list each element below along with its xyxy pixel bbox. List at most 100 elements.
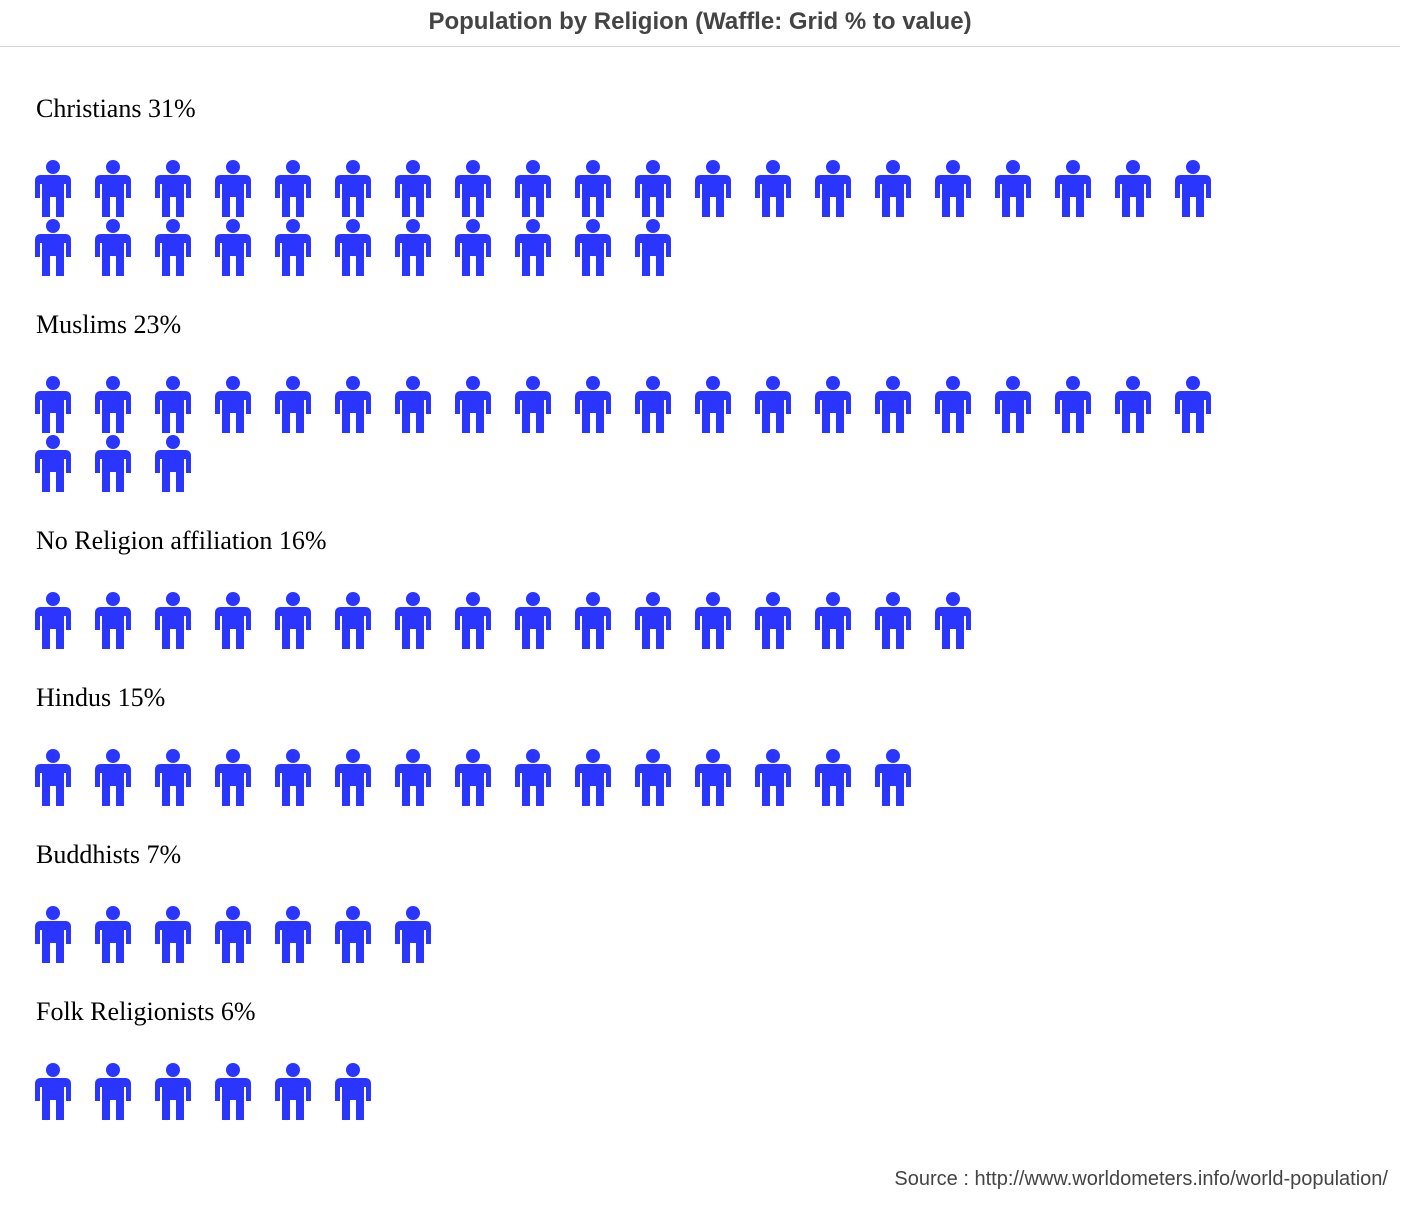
category-group: Christians 31% (35, 94, 1211, 276)
person-icon (155, 906, 191, 963)
person-icon (515, 219, 551, 276)
person-icon (215, 1063, 251, 1120)
person-icon (155, 376, 191, 433)
person-icon (275, 219, 311, 276)
person-icon (95, 219, 131, 276)
category-label: Folk Religionists 6% (36, 997, 256, 1026)
category-label: Buddhists 7% (36, 840, 181, 869)
category-group: Folk Religionists 6% (35, 997, 371, 1120)
person-icon (275, 376, 311, 433)
person-icon (935, 160, 971, 217)
person-icon (695, 749, 731, 806)
person-icon (275, 160, 311, 217)
person-icon (1115, 376, 1151, 433)
person-icon (1115, 160, 1151, 217)
person-icon (35, 376, 71, 433)
person-icon (95, 592, 131, 649)
person-icon (275, 1063, 311, 1120)
person-icon (935, 592, 971, 649)
person-icon (95, 160, 131, 217)
person-icon (335, 592, 371, 649)
person-icon (815, 160, 851, 217)
person-icon (335, 749, 371, 806)
category-group: Muslims 23% (35, 310, 1211, 492)
person-icon (155, 1063, 191, 1120)
person-icon (395, 160, 431, 217)
person-icon (455, 376, 491, 433)
person-icon (35, 435, 71, 492)
person-icon (875, 376, 911, 433)
person-icon (215, 592, 251, 649)
person-icon (515, 749, 551, 806)
person-icon (155, 435, 191, 492)
person-icon (515, 160, 551, 217)
person-icon (35, 160, 71, 217)
person-icon (815, 376, 851, 433)
person-icon (275, 906, 311, 963)
person-icon (755, 749, 791, 806)
person-icon (95, 1063, 131, 1120)
person-icon (575, 749, 611, 806)
person-icon (1055, 160, 1091, 217)
chart-title: Population by Religion (Waffle: Grid % t… (0, 0, 1400, 47)
person-icon (455, 219, 491, 276)
person-icon (395, 592, 431, 649)
person-icon (515, 592, 551, 649)
person-icon (875, 749, 911, 806)
category-label: Christians 31% (36, 94, 196, 123)
person-icon (455, 160, 491, 217)
person-icon (815, 592, 851, 649)
person-icon (95, 376, 131, 433)
person-icon (575, 592, 611, 649)
person-icon (575, 376, 611, 433)
person-icon (1175, 160, 1211, 217)
person-icon (335, 219, 371, 276)
person-icon (635, 749, 671, 806)
person-icon (95, 749, 131, 806)
person-icon (395, 749, 431, 806)
person-icon (815, 749, 851, 806)
person-icon (215, 749, 251, 806)
person-icon (695, 592, 731, 649)
person-icon (155, 219, 191, 276)
person-icon (395, 219, 431, 276)
person-icon (755, 376, 791, 433)
category-label: No Religion affiliation 16% (36, 526, 327, 555)
person-icon (635, 160, 671, 217)
person-icon (755, 160, 791, 217)
person-icon (395, 376, 431, 433)
person-icon (35, 219, 71, 276)
person-icon (875, 160, 911, 217)
person-icon (335, 376, 371, 433)
person-icon (215, 906, 251, 963)
person-icon (515, 376, 551, 433)
person-icon (395, 906, 431, 963)
person-icon (335, 906, 371, 963)
person-icon (635, 219, 671, 276)
person-icon (95, 906, 131, 963)
person-icon (635, 376, 671, 433)
person-icon (1175, 376, 1211, 433)
person-icon (755, 592, 791, 649)
categories-layer: Christians 31% Muslims 23% No Religion aff… (35, 94, 1211, 1120)
category-label: Hindus 15% (36, 683, 165, 712)
person-icon (995, 376, 1031, 433)
person-icon (695, 376, 731, 433)
person-icon (215, 376, 251, 433)
person-icon (335, 160, 371, 217)
person-icon (575, 219, 611, 276)
person-icon (995, 160, 1031, 217)
person-icon (275, 592, 311, 649)
person-icon (155, 749, 191, 806)
person-icon (275, 749, 311, 806)
person-icon (575, 160, 611, 217)
person-icon (695, 160, 731, 217)
person-icon (935, 376, 971, 433)
person-icon (35, 749, 71, 806)
category-label: Muslims 23% (36, 310, 181, 339)
person-icon (35, 592, 71, 649)
person-icon (455, 749, 491, 806)
person-icon (35, 1063, 71, 1120)
category-group: Buddhists 7% (35, 840, 431, 963)
